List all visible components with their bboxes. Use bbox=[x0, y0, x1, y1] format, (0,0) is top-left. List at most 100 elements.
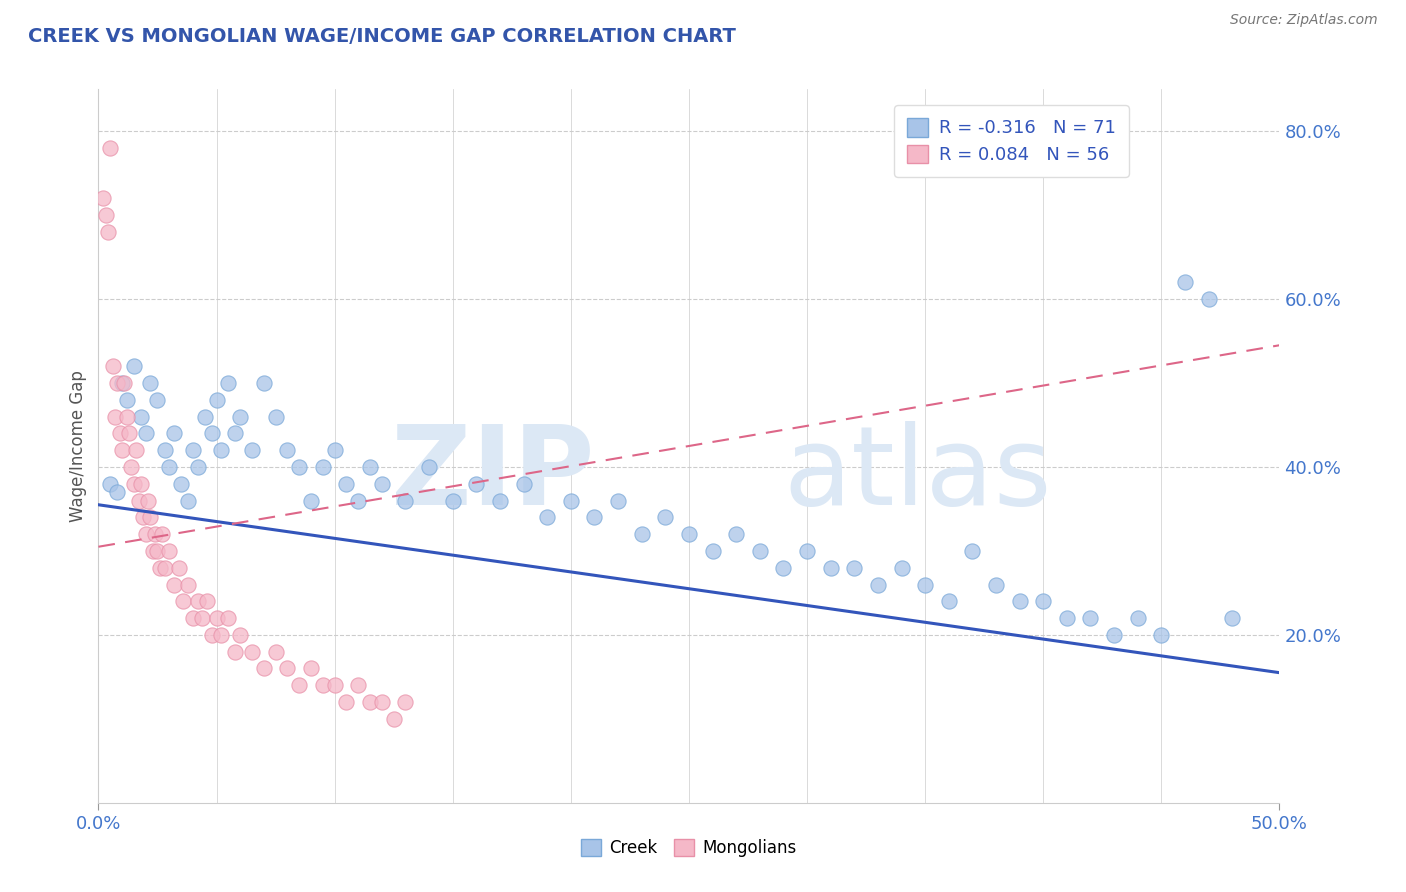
Point bbox=[136, 493, 159, 508]
Point bbox=[1126, 611, 1149, 625]
Point bbox=[135, 527, 157, 541]
Point bbox=[1080, 611, 1102, 625]
Point bbox=[299, 661, 322, 675]
Point bbox=[962, 544, 984, 558]
Point bbox=[112, 376, 135, 390]
Point bbox=[132, 510, 155, 524]
Point bbox=[205, 392, 228, 407]
Point bbox=[194, 409, 217, 424]
Point bbox=[149, 560, 172, 574]
Point bbox=[121, 460, 143, 475]
Point bbox=[167, 560, 190, 574]
Point bbox=[702, 544, 724, 558]
Point bbox=[583, 510, 606, 524]
Point bbox=[157, 460, 180, 475]
Point bbox=[796, 544, 818, 558]
Point bbox=[312, 460, 335, 475]
Point bbox=[224, 426, 246, 441]
Point bbox=[678, 527, 700, 541]
Point bbox=[240, 645, 263, 659]
Point bbox=[217, 376, 239, 390]
Point bbox=[866, 577, 889, 591]
Point bbox=[115, 392, 138, 407]
Point bbox=[205, 611, 228, 625]
Point bbox=[229, 409, 252, 424]
Point bbox=[441, 493, 464, 508]
Point bbox=[1174, 275, 1197, 289]
Point bbox=[163, 577, 186, 591]
Point bbox=[288, 460, 311, 475]
Point bbox=[111, 376, 134, 390]
Point bbox=[105, 485, 128, 500]
Text: CREEK VS MONGOLIAN WAGE/INCOME GAP CORRELATION CHART: CREEK VS MONGOLIAN WAGE/INCOME GAP CORRE… bbox=[28, 27, 735, 45]
Legend: Creek, Mongolians: Creek, Mongolians bbox=[572, 831, 806, 866]
Point bbox=[335, 695, 357, 709]
Point bbox=[201, 628, 224, 642]
Point bbox=[1032, 594, 1054, 608]
Point bbox=[98, 141, 121, 155]
Point bbox=[229, 628, 252, 642]
Point bbox=[772, 560, 794, 574]
Point bbox=[91, 191, 114, 205]
Y-axis label: Wage/Income Gap: Wage/Income Gap bbox=[69, 370, 87, 522]
Point bbox=[209, 628, 232, 642]
Point bbox=[170, 476, 193, 491]
Point bbox=[157, 544, 180, 558]
Text: Source: ZipAtlas.com: Source: ZipAtlas.com bbox=[1230, 13, 1378, 28]
Point bbox=[630, 527, 652, 541]
Point bbox=[98, 476, 121, 491]
Point bbox=[654, 510, 676, 524]
Point bbox=[1150, 628, 1173, 642]
Point bbox=[748, 544, 770, 558]
Point bbox=[209, 443, 232, 458]
Point bbox=[371, 476, 394, 491]
Point bbox=[394, 695, 416, 709]
Point bbox=[240, 443, 263, 458]
Point bbox=[195, 594, 218, 608]
Point bbox=[890, 560, 912, 574]
Point bbox=[181, 611, 204, 625]
Point bbox=[347, 493, 370, 508]
Point bbox=[143, 527, 166, 541]
Point bbox=[97, 225, 120, 239]
Text: atlas: atlas bbox=[783, 421, 1052, 528]
Point bbox=[1102, 628, 1125, 642]
Point bbox=[135, 426, 157, 441]
Point bbox=[335, 476, 357, 491]
Point bbox=[163, 426, 186, 441]
Point bbox=[191, 611, 214, 625]
Point bbox=[181, 443, 204, 458]
Point bbox=[465, 476, 488, 491]
Point bbox=[938, 594, 960, 608]
Point bbox=[187, 460, 209, 475]
Point bbox=[111, 443, 134, 458]
Point bbox=[288, 678, 311, 692]
Point bbox=[94, 208, 117, 222]
Point bbox=[359, 695, 381, 709]
Point bbox=[139, 376, 162, 390]
Point bbox=[382, 712, 405, 726]
Point bbox=[914, 577, 936, 591]
Point bbox=[118, 426, 141, 441]
Point bbox=[1220, 611, 1243, 625]
Point bbox=[560, 493, 582, 508]
Point bbox=[150, 527, 173, 541]
Point bbox=[276, 661, 298, 675]
Point bbox=[323, 678, 346, 692]
Point bbox=[128, 493, 150, 508]
Point bbox=[201, 426, 224, 441]
Point bbox=[394, 493, 416, 508]
Point bbox=[187, 594, 209, 608]
Point bbox=[844, 560, 866, 574]
Point bbox=[1198, 292, 1220, 306]
Point bbox=[177, 577, 200, 591]
Point bbox=[129, 476, 152, 491]
Point bbox=[347, 678, 370, 692]
Point bbox=[984, 577, 1007, 591]
Point bbox=[146, 544, 169, 558]
Point bbox=[359, 460, 381, 475]
Point bbox=[1008, 594, 1031, 608]
Point bbox=[312, 678, 335, 692]
Point bbox=[108, 426, 131, 441]
Point bbox=[177, 493, 200, 508]
